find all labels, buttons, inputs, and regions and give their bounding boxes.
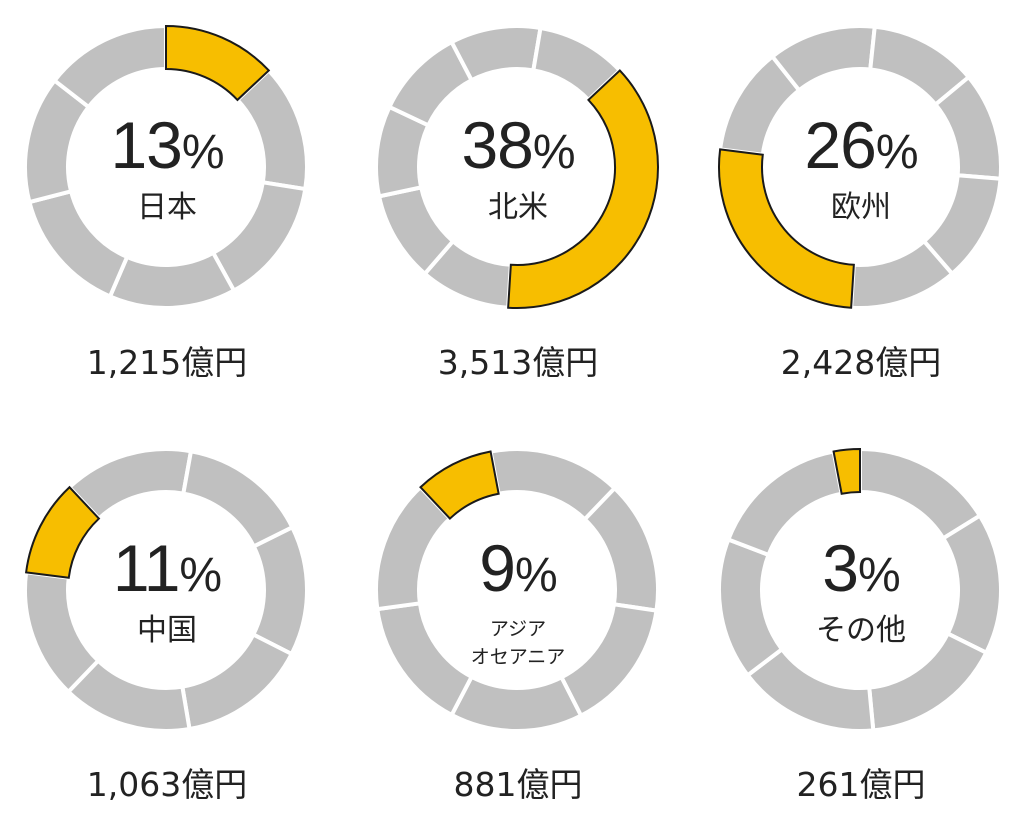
amount-label-north-america: 3,513億円 bbox=[378, 336, 658, 384]
donut-label-asia-oceania: 9% アジア オセアニア bbox=[378, 533, 658, 671]
amount-value: 881 bbox=[453, 765, 517, 804]
donut-highlight-segment bbox=[718, 148, 855, 309]
percent-label: 11% bbox=[112, 531, 222, 605]
amount-value: 261 bbox=[796, 765, 860, 804]
donut-rest-segment bbox=[52, 24, 168, 109]
amount-label-asia-oceania: 881億円 bbox=[378, 758, 658, 806]
percent-value: 26 bbox=[804, 108, 876, 182]
donut-label-china: 11% 中国 bbox=[27, 533, 307, 649]
region-label-line-2: オセアニア bbox=[470, 646, 566, 668]
donut-label-other: 3% その他 bbox=[721, 533, 1001, 649]
percent-label: 3% bbox=[822, 531, 900, 605]
donut-label-north-america: 38% 北米 bbox=[378, 110, 658, 226]
amount-unit: 億円 bbox=[181, 765, 248, 804]
amount-unit: 億円 bbox=[516, 765, 583, 804]
donut-rest-segment bbox=[108, 250, 236, 310]
amount-label-europe: 2,428億円 bbox=[721, 336, 1001, 384]
region-label: 中国 bbox=[137, 613, 197, 648]
region-label: 日本 bbox=[137, 190, 197, 225]
donut-highlight-segment bbox=[165, 24, 271, 102]
donut-highlight-segment bbox=[832, 447, 861, 495]
donut-highlight-segment bbox=[24, 485, 101, 579]
donut-highlight-segment bbox=[507, 69, 659, 309]
donut-europe bbox=[718, 24, 1003, 310]
donut-highlight-segment bbox=[419, 450, 500, 520]
percent-label: 13% bbox=[110, 108, 224, 182]
donut-japan bbox=[23, 24, 309, 310]
percent-value: 9 bbox=[479, 531, 516, 605]
region-label-line-1: アジア bbox=[489, 618, 547, 640]
region-label: その他 bbox=[816, 613, 906, 648]
donut-other bbox=[717, 447, 1003, 733]
amount-value: 1,215 bbox=[86, 343, 182, 382]
percent-value: 11 bbox=[112, 531, 181, 605]
percent-value: 3 bbox=[822, 531, 859, 605]
percent-value: 13 bbox=[110, 108, 182, 182]
region-label: 欧州 bbox=[831, 190, 891, 225]
donut-label-japan: 13% 日本 bbox=[27, 110, 307, 226]
amount-value: 1,063 bbox=[86, 765, 182, 804]
percent-label: 38% bbox=[461, 108, 575, 182]
amount-label-china: 1,063億円 bbox=[27, 758, 307, 806]
amount-value: 3,513 bbox=[437, 343, 533, 382]
percent-value: 38 bbox=[461, 108, 533, 182]
donut-china bbox=[23, 447, 309, 733]
percent-label: 26% bbox=[804, 108, 918, 182]
amount-value: 2,428 bbox=[780, 343, 876, 382]
amount-unit: 億円 bbox=[875, 343, 942, 382]
amount-unit: 億円 bbox=[859, 765, 926, 804]
region-label: 北米 bbox=[488, 190, 548, 225]
percent-label: 9% bbox=[479, 531, 557, 605]
donut-asia-oceania bbox=[374, 447, 660, 733]
donut-rest-segment bbox=[449, 674, 584, 733]
amount-label-other: 261億円 bbox=[721, 758, 1001, 806]
amount-label-japan: 1,215億円 bbox=[27, 336, 307, 384]
amount-unit: 億円 bbox=[181, 343, 248, 382]
amount-unit: 億円 bbox=[532, 343, 599, 382]
donut-label-europe: 26% 欧州 bbox=[721, 110, 1001, 226]
donut-north-america bbox=[374, 24, 659, 310]
